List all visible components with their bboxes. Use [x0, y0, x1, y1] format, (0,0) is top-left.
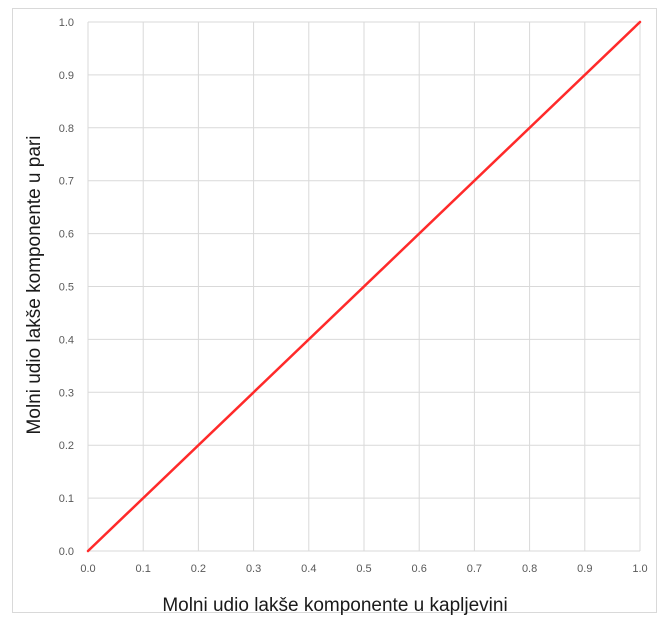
x-tick-label: 0.0 — [80, 563, 95, 575]
grid-lines — [87, 21, 641, 552]
x-tick-label: 0.5 — [356, 563, 371, 575]
y-tick-label: 0.0 — [59, 546, 74, 558]
series-layer — [86, 20, 642, 553]
y-tick-label: 0.4 — [59, 334, 74, 346]
x-tick-label: 0.1 — [136, 563, 151, 575]
x-tick-label: 0.9 — [577, 563, 592, 575]
y-tick-label: 0.9 — [59, 70, 74, 82]
y-tick-label: 0.1 — [59, 493, 74, 505]
y-tick-label: 0.5 — [59, 282, 74, 294]
y-axis-title: Molni udio lakše komponente u pari — [24, 136, 45, 435]
x-tick-label: 0.7 — [467, 563, 482, 575]
x-tick-label: 0.6 — [412, 563, 427, 575]
y-tick-label: 0.6 — [59, 229, 74, 241]
y-tick-label: 0.7 — [59, 176, 74, 188]
x-tick-label: 1.0 — [632, 563, 647, 575]
x-tick-label: 0.2 — [191, 563, 206, 575]
x-tick-label: 0.8 — [522, 563, 537, 575]
x-axis-title: Molni udio lakše komponente u kapljevini — [162, 595, 507, 616]
y-axis-ticks: 0.0 0.1 0.2 0.3 0.4 0.5 0.6 0.7 0.8 0.9 1.0 — [59, 17, 74, 558]
chart-border — [12, 8, 657, 613]
y-tick-label: 0.8 — [59, 123, 74, 135]
x-tick-label: 0.3 — [246, 563, 261, 575]
series-line — [86, 20, 642, 553]
x-axis-ticks: 0.0 0.1 0.2 0.3 0.4 0.5 0.6 0.7 0.8 0.9 1.0 — [80, 563, 647, 575]
y-tick-label: 0.3 — [59, 387, 74, 399]
x-tick-label: 0.4 — [301, 563, 316, 575]
y-tick-label: 1.0 — [59, 17, 74, 29]
y-tick-label: 0.2 — [59, 440, 74, 452]
